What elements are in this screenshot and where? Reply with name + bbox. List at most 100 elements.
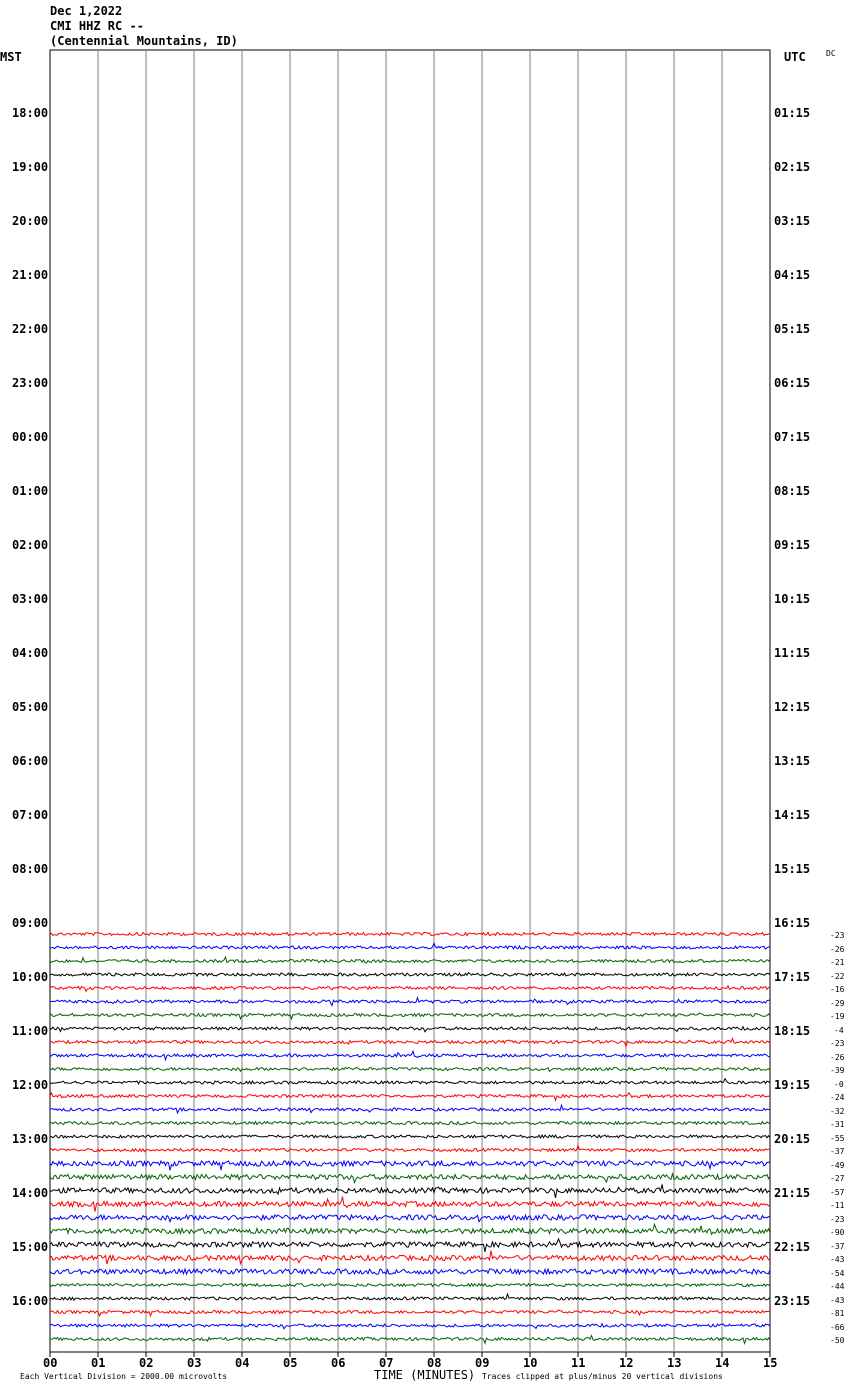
right-hour-label: 03:15 xyxy=(774,214,811,228)
trace-offset-label: -32 xyxy=(830,1106,845,1116)
plot-frame xyxy=(49,49,771,1353)
trace-line xyxy=(49,1250,771,1266)
trace-line xyxy=(49,1159,771,1171)
trace-line xyxy=(49,1091,771,1102)
trace-line xyxy=(49,1222,771,1236)
x-tick-label: 07 xyxy=(379,1356,394,1370)
x-tick-label: 12 xyxy=(619,1356,634,1370)
corner-tag: DC xyxy=(826,49,836,58)
trace-offset-label: -16 xyxy=(830,985,845,994)
right-hour-label: 07:15 xyxy=(774,430,811,444)
trace-line xyxy=(49,1049,771,1062)
trace-line xyxy=(49,1066,771,1073)
trace-line xyxy=(49,1103,771,1115)
x-tick-label: 09 xyxy=(475,1356,490,1370)
trace-line xyxy=(49,1267,771,1276)
right-hour-label: 09:15 xyxy=(774,538,811,552)
left-hour-label: 07:00 xyxy=(12,808,49,822)
trace-line xyxy=(49,1120,771,1126)
right-hour-label: 13:15 xyxy=(774,754,811,768)
trace-offset-label: -54 xyxy=(830,1268,845,1278)
left-hour-label: 08:00 xyxy=(12,862,49,876)
x-tick-label: 10 xyxy=(523,1356,538,1370)
right-hour-label: 01:15 xyxy=(774,106,811,120)
right-hour-label: 23:15 xyxy=(774,1294,811,1308)
right-hour-label: 10:15 xyxy=(774,592,811,606)
left-hour-label: 03:00 xyxy=(12,592,49,606)
trace-offset-label: -19 xyxy=(830,1012,845,1021)
right-hour-label: 11:15 xyxy=(774,646,811,660)
trace-line xyxy=(49,1213,771,1224)
trace-line xyxy=(49,941,771,950)
trace-line xyxy=(49,1133,771,1140)
x-tick-label: 14 xyxy=(715,1356,730,1370)
trace-offset-label: -29 xyxy=(830,998,845,1008)
left-hour-label: 06:00 xyxy=(12,754,49,768)
trace-line xyxy=(49,1077,771,1085)
left-hour-label: 12:00 xyxy=(12,1078,49,1092)
right-hour-label: 21:15 xyxy=(774,1186,811,1200)
left-hour-label: 21:00 xyxy=(12,268,49,282)
x-tick-label: 13 xyxy=(667,1356,682,1370)
trace-offset-label: -37 xyxy=(830,1147,845,1156)
trace-line xyxy=(49,1171,771,1185)
left-hour-label: 16:00 xyxy=(12,1294,49,1308)
right-hour-label: 22:15 xyxy=(774,1240,811,1254)
x-axis-label: TIME (MINUTES) xyxy=(374,1368,476,1382)
trace-offset-label: -26 xyxy=(830,944,845,954)
x-tick-label: 01 xyxy=(91,1356,106,1370)
trace-line xyxy=(49,1184,771,1199)
trace-line xyxy=(49,1322,771,1330)
trace-offset-label: -24 xyxy=(830,1093,845,1102)
right-hour-label: 14:15 xyxy=(774,808,811,822)
right-hour-label: 06:15 xyxy=(774,376,811,390)
trace-line xyxy=(49,984,771,993)
trace-offset-label: -57 xyxy=(830,1187,845,1197)
left-hour-label: 15:00 xyxy=(12,1240,49,1254)
x-tick-label: 03 xyxy=(187,1356,202,1370)
right-hour-label: 05:15 xyxy=(774,322,811,336)
trace-offset-label: -43 xyxy=(830,1255,845,1264)
trace-offset-label: -21 xyxy=(830,958,845,967)
trace-line xyxy=(49,1237,770,1252)
right-hour-label: 16:15 xyxy=(774,916,811,930)
trace-line xyxy=(49,1012,771,1021)
left-timezone: MST xyxy=(0,50,22,64)
left-hour-label: 13:00 xyxy=(12,1132,49,1146)
header-station: CMI HHZ RC -- xyxy=(50,19,144,33)
left-hour-label: 18:00 xyxy=(12,106,49,120)
left-hour-label: 09:00 xyxy=(12,916,49,930)
x-tick-label: 15 xyxy=(763,1356,778,1370)
trace-offset-label: -55 xyxy=(830,1133,845,1143)
footer-left-note: Each Vertical Division = 2000.00 microvo… xyxy=(20,1372,228,1381)
trace-offset-label: -11 xyxy=(830,1201,845,1210)
trace-offset-label: -90 xyxy=(830,1228,845,1237)
x-tick-label: 05 xyxy=(283,1356,298,1370)
left-hour-label: 23:00 xyxy=(12,376,49,390)
footer-right-note: Traces clipped at plus/minus 20 vertical… xyxy=(482,1372,723,1381)
left-hour-label: 02:00 xyxy=(12,538,49,552)
right-hour-label: 15:15 xyxy=(774,862,811,876)
trace-offset-label: -66 xyxy=(830,1322,845,1332)
trace-offset-label: -26 xyxy=(830,1052,845,1062)
right-hour-label: 12:15 xyxy=(774,700,811,714)
trace-offset-label: -31 xyxy=(830,1120,845,1129)
right-hour-label: 17:15 xyxy=(774,970,811,984)
trace-line xyxy=(49,995,770,1007)
trace-offset-label: -0 xyxy=(834,1079,844,1089)
trace-offset-label: -23 xyxy=(830,931,845,940)
trace-line xyxy=(49,1037,771,1048)
right-hour-label: 18:15 xyxy=(774,1024,811,1038)
left-hour-label: 20:00 xyxy=(12,214,49,228)
right-timezone: UTC xyxy=(784,50,806,64)
trace-offset-label: -27 xyxy=(830,1174,845,1183)
trace-offset-label: -50 xyxy=(830,1336,845,1345)
left-hour-label: 22:00 xyxy=(12,322,49,336)
x-tick-label: 08 xyxy=(427,1356,442,1370)
x-tick-label: 02 xyxy=(139,1356,154,1370)
trace-offset-label: -4 xyxy=(834,1025,844,1035)
trace-line xyxy=(49,1282,771,1288)
x-tick-label: 00 xyxy=(43,1356,58,1370)
trace-offset-label: -39 xyxy=(830,1066,845,1075)
trace-offset-label: -22 xyxy=(830,971,845,981)
